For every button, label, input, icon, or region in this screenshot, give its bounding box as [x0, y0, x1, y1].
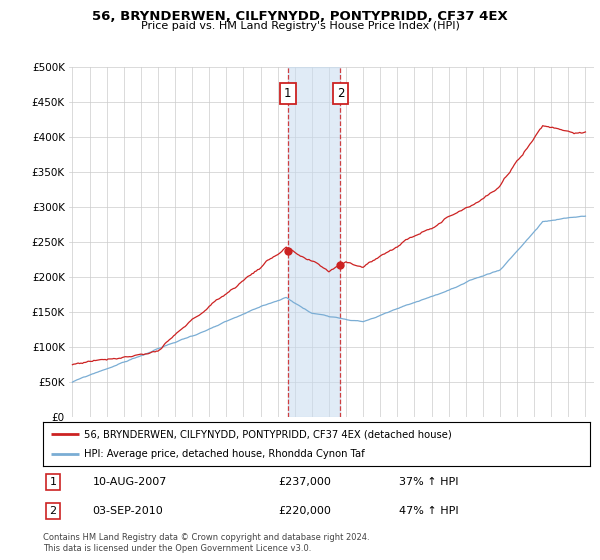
Text: 03-SEP-2010: 03-SEP-2010	[92, 506, 163, 516]
Bar	[288, 67, 340, 417]
Text: Contains HM Land Registry data © Crown copyright and database right 2024.
This d: Contains HM Land Registry data © Crown c…	[43, 533, 370, 553]
Text: 56, BRYNDERWEN, CILFYNYDD, PONTYPRIDD, CF37 4EX (detached house): 56, BRYNDERWEN, CILFYNYDD, PONTYPRIDD, C…	[84, 429, 452, 439]
Text: 1: 1	[50, 477, 56, 487]
Text: 56, BRYNDERWEN, CILFYNYDD, PONTYPRIDD, CF37 4EX: 56, BRYNDERWEN, CILFYNYDD, PONTYPRIDD, C…	[92, 10, 508, 23]
Text: 1: 1	[284, 87, 292, 100]
Text: 47% ↑ HPI: 47% ↑ HPI	[399, 506, 458, 516]
Text: 10-AUG-2007: 10-AUG-2007	[92, 477, 167, 487]
Text: 2: 2	[49, 506, 56, 516]
Text: 37% ↑ HPI: 37% ↑ HPI	[399, 477, 458, 487]
Text: £237,000: £237,000	[278, 477, 331, 487]
Text: 2: 2	[337, 87, 344, 100]
Text: £220,000: £220,000	[278, 506, 331, 516]
Text: HPI: Average price, detached house, Rhondda Cynon Taf: HPI: Average price, detached house, Rhon…	[84, 449, 365, 459]
Text: Price paid vs. HM Land Registry's House Price Index (HPI): Price paid vs. HM Land Registry's House …	[140, 21, 460, 31]
